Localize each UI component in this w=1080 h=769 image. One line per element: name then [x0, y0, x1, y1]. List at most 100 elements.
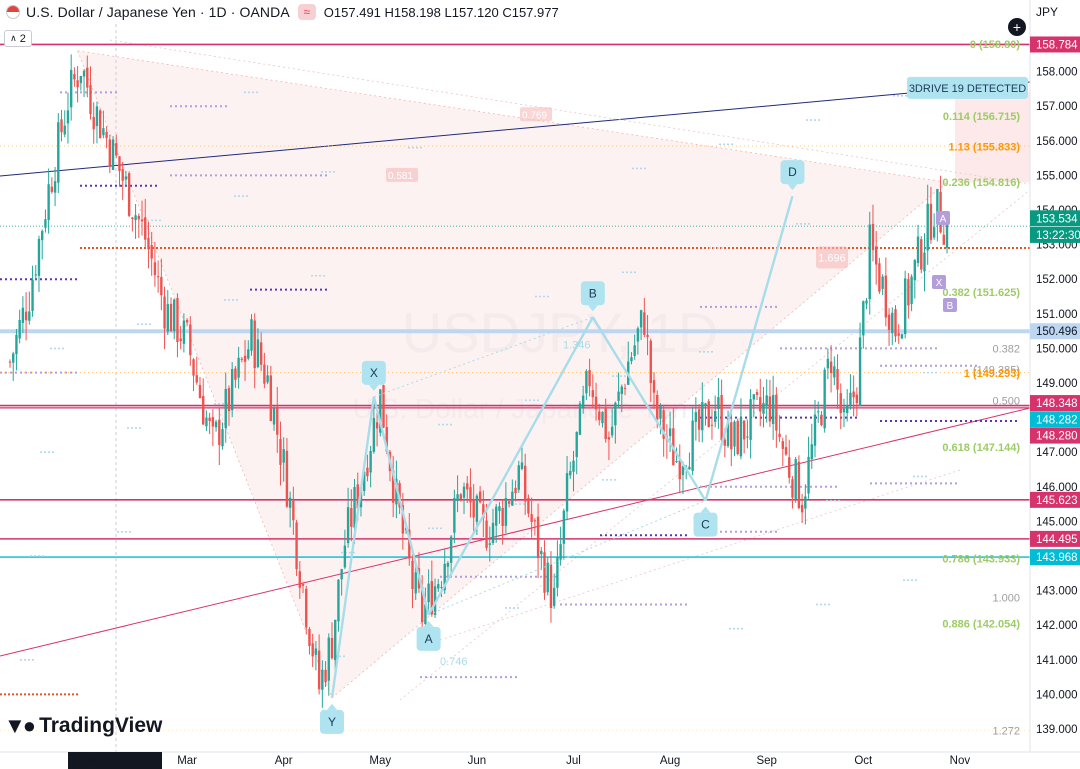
price-label: 13:22:30 [1036, 230, 1080, 242]
candle-body [533, 520, 537, 522]
candle-body [717, 397, 720, 409]
badge-text-0: 3DRIVE 19 DETECTED [909, 83, 1026, 95]
candle-body [311, 643, 314, 657]
fib-label-13: 1.272 [992, 726, 1020, 738]
price-label: 143.968 [1036, 552, 1078, 564]
candle-body [881, 276, 884, 289]
mini-label-bg-0 [936, 211, 950, 225]
candle-body [778, 433, 781, 437]
candle-body [926, 203, 929, 251]
market-status-icon[interactable]: ≈ [297, 4, 316, 20]
candle-body [826, 358, 830, 369]
pattern-pointer-C [700, 506, 711, 513]
candle-body [588, 370, 591, 387]
candle-body [182, 320, 186, 344]
candle-body [76, 80, 79, 88]
time-tick-label: Feb [81, 755, 101, 767]
candle-body [836, 369, 839, 390]
candle-body [292, 500, 295, 521]
price-tick-label: 158.000 [1036, 67, 1078, 79]
candle-body [111, 139, 115, 171]
plus-icon[interactable]: + [1008, 18, 1026, 36]
candle-body [903, 278, 907, 335]
candle-body [137, 215, 140, 220]
candle-body [569, 470, 572, 476]
candle-body [305, 588, 308, 628]
mini-label-2: B [947, 301, 954, 312]
candle-body [443, 563, 446, 591]
candle-body [343, 545, 347, 568]
candle-body [163, 296, 166, 329]
price-tick-label: 140.000 [1036, 689, 1078, 701]
price-label-bg [1030, 395, 1080, 412]
candle-body [295, 522, 298, 570]
price-label: 158.784 [1036, 39, 1078, 51]
indicator-collapse-button[interactable]: ∧ 2 [4, 30, 32, 47]
candle-body [800, 504, 804, 513]
symbol-title[interactable]: U.S. Dollar / Japanese Yen · 1D · OANDA [26, 4, 290, 20]
candle-body [456, 494, 459, 502]
candle-body [340, 569, 343, 580]
candle-body [247, 349, 250, 359]
candle-body [855, 394, 859, 404]
candle-body [173, 299, 176, 332]
candle-body [24, 311, 28, 321]
candle-body [507, 501, 511, 504]
dotted-trend-3 [109, 39, 1030, 185]
tradingview-logo[interactable]: ▼● TradingView [4, 713, 162, 739]
candle-body [327, 637, 330, 681]
candle-body [797, 461, 801, 509]
dotted-trend-2 [439, 469, 961, 641]
candle-body [195, 375, 198, 383]
candle-body [614, 402, 617, 426]
price-tick-label: 157.000 [1036, 101, 1078, 113]
candle-body [69, 69, 73, 108]
time-tick-label: Oct [854, 755, 873, 767]
candle-body [317, 650, 321, 690]
candle-body [391, 470, 395, 503]
candle-body [768, 396, 772, 422]
candle-body [227, 388, 231, 412]
candle-body [169, 303, 173, 332]
candle-body [414, 572, 417, 594]
ratio-label-2: 0.769 [522, 110, 547, 121]
candle-body [363, 471, 366, 491]
candle-body [73, 74, 76, 80]
candle-body [511, 491, 514, 506]
badge-bg-1 [816, 246, 848, 269]
pattern-leg-YX [330, 396, 376, 699]
candle-body [942, 234, 945, 245]
candle-body [433, 586, 437, 615]
candle-body [707, 401, 710, 428]
candle-body [253, 320, 256, 369]
candle-body [279, 439, 282, 465]
candle-body [910, 276, 913, 304]
candle-body [852, 391, 855, 398]
candle-body [92, 116, 95, 130]
candle-body [810, 444, 813, 460]
candle-body [656, 394, 659, 420]
candle-body [462, 486, 466, 498]
price-tick-label: 142.000 [1036, 620, 1078, 632]
pattern-label-A [416, 626, 441, 651]
candle-body [285, 450, 289, 507]
candle-body [504, 498, 508, 526]
candle-body [775, 394, 778, 431]
candle-body [572, 460, 575, 472]
candle-body [121, 169, 124, 181]
candle-body [366, 467, 369, 477]
candle-body [8, 361, 12, 363]
candle-body [337, 579, 340, 622]
candle-body [643, 312, 646, 335]
candle-body [607, 437, 611, 440]
logo-text: TradingView [39, 714, 163, 737]
pattern-leg-XA [372, 396, 430, 616]
currency-label[interactable]: JPY [1036, 5, 1059, 19]
candle-body [31, 279, 34, 311]
time-tick-label: May [369, 755, 391, 767]
candle-body [401, 505, 405, 534]
candle-body [478, 491, 482, 503]
pattern-label-B [580, 281, 605, 306]
candle-body [733, 421, 736, 447]
